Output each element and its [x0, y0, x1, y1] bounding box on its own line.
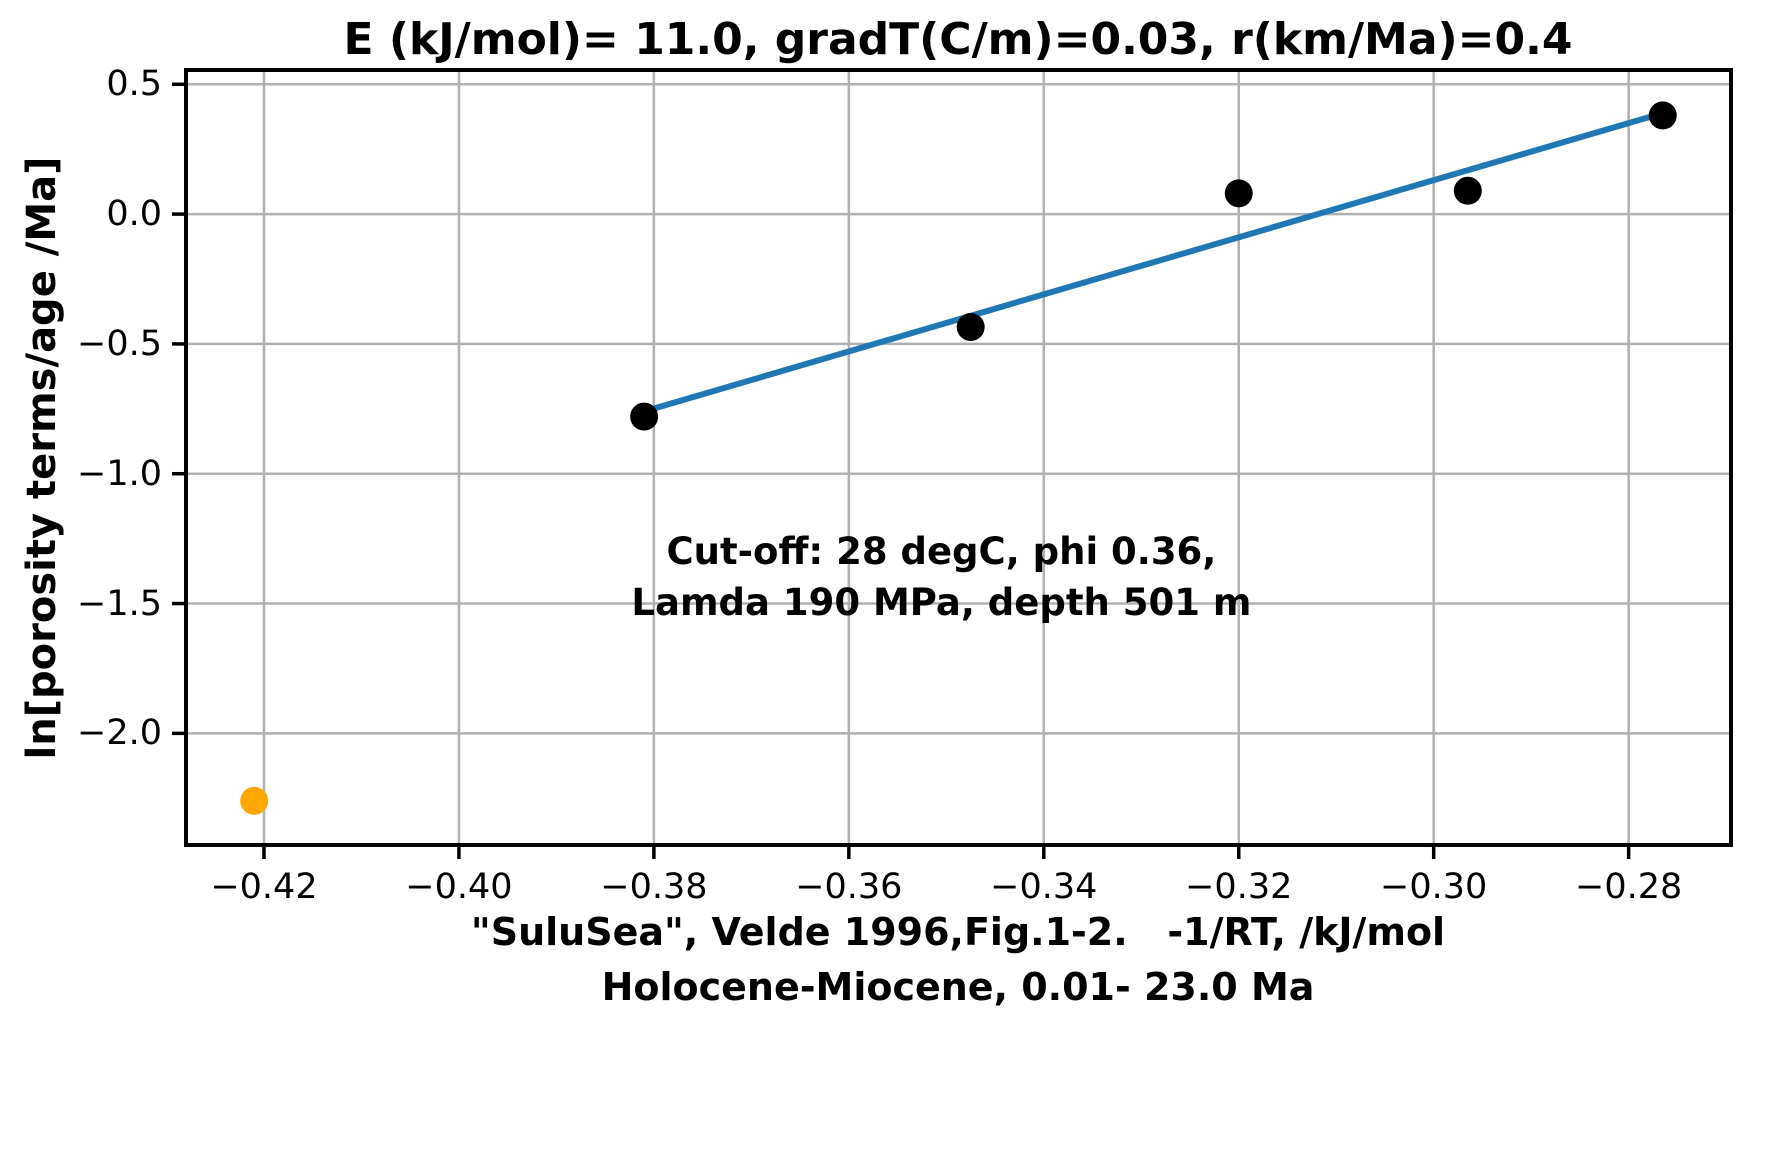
- excluded-point: [240, 786, 269, 815]
- y-tick-label: −2.0: [77, 713, 162, 754]
- data-points: [1648, 101, 1677, 130]
- y-tick-label: 0.5: [106, 64, 162, 105]
- x-axis-label-line-2: Holocene-Miocene, 0.01- 23.0 Ma: [601, 965, 1315, 1010]
- x-tick-label: −0.28: [1575, 867, 1683, 907]
- chart-title: E (kJ/mol)= 11.0, gradT(C/m)=0.03, r(km/…: [343, 14, 1573, 65]
- data-points: [1224, 179, 1253, 208]
- annotation-line-1: Cut-off: 28 degC, phi 0.36,: [666, 529, 1217, 573]
- y-tick-label: −1.0: [77, 453, 162, 494]
- x-tick-label: −0.34: [990, 867, 1098, 907]
- x-tick-label: −0.38: [600, 867, 708, 907]
- annotation: Cut-off: 28 degC, phi 0.36, Lamda 190 MP…: [631, 526, 1251, 630]
- data-points: [956, 313, 985, 342]
- x-tick-label: −0.40: [405, 867, 513, 907]
- data-points: [630, 402, 659, 431]
- data-points: [1453, 176, 1482, 205]
- trend-line: [641, 107, 1676, 415]
- x-tick-label: −0.42: [210, 867, 318, 907]
- x-tick-label: −0.36: [795, 867, 903, 907]
- axes-spines: [184, 68, 1733, 847]
- x-axis-label: "SuluSea", Velde 1996,Fig.1-2. -1/RT, /k…: [471, 905, 1445, 1015]
- x-tick-label: −0.30: [1380, 867, 1488, 907]
- y-tick-label: −0.5: [77, 323, 162, 364]
- x-axis-label-line-1: "SuluSea", Velde 1996,Fig.1-2. -1/RT, /k…: [470, 910, 1446, 954]
- y-axis-label: ln[porosity terms/age /Ma]: [19, 156, 65, 760]
- x-tick-label: −0.32: [1185, 867, 1293, 907]
- y-tick-label: −1.5: [77, 583, 162, 624]
- annotation-line-2: Lamda 190 MPa, depth 501 m: [631, 581, 1252, 625]
- y-tick-label: 0.0: [106, 194, 162, 235]
